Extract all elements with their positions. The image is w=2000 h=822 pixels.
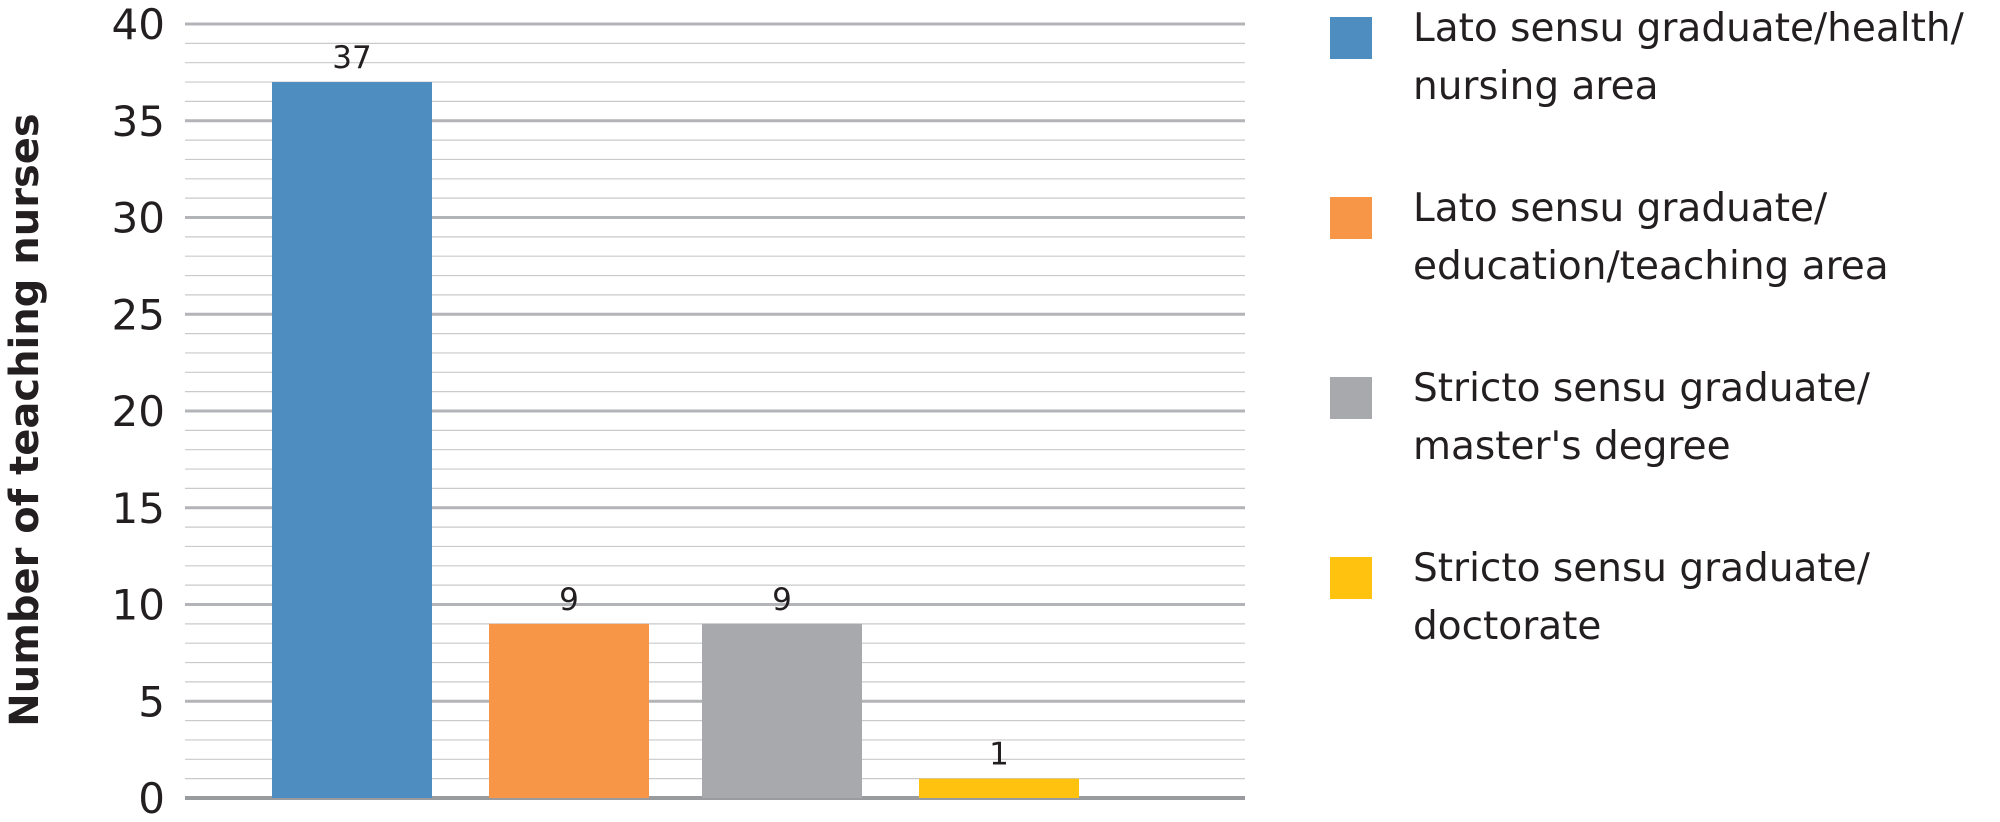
data-labels-group: 37 9 9 1 [332,40,1009,773]
bar [702,623,862,798]
legend-label-line: doctorate [1413,604,1602,649]
legend-swatch [1330,377,1372,419]
legend-label: Stricto sensu graduate/ master's degree [1413,360,1983,476]
bar-data-label: 9 [559,582,579,618]
bar [919,778,1079,798]
y-tick-label: 0 [138,774,165,818]
legend-swatch [1330,17,1372,59]
y-tick-label: 10 [112,581,165,630]
legend-label-line: Stricto sensu graduate/ [1413,366,1870,411]
legend-swatch [1330,557,1372,599]
legend-label: Lato sensu graduate/ education/teaching … [1413,180,1983,296]
y-tick-label: 40 [112,0,165,49]
y-axis-label: Number of teaching nurses [2,113,48,726]
y-tick-label: 25 [112,290,165,339]
bar [489,623,649,798]
y-axis-ticks: 0 5 10 15 20 25 30 35 40 [112,0,165,822]
bars-group [272,82,1079,799]
y-tick-label: 20 [112,387,165,436]
bar [272,82,432,799]
y-tick-label: 35 [112,97,165,146]
legend-label-line: education/teaching area [1413,244,1889,289]
legend-label-line: nursing area [1413,64,1659,109]
legend-label-line: master's degree [1413,424,1731,469]
bar-data-label: 9 [772,582,792,618]
y-tick-label: 15 [112,484,165,533]
y-tick-label: 30 [112,194,165,243]
legend-swatch [1330,197,1372,239]
bar-data-label: 37 [332,40,371,76]
bar-data-label: 1 [989,737,1009,773]
legend-label-line: Stricto sensu graduate/ [1413,546,1870,591]
legend-label: Lato sensu graduate/health/ nursing area [1413,0,1983,116]
y-tick-label: 5 [138,677,165,726]
legend-label-line: Lato sensu graduate/ [1413,186,1828,231]
legend-label-line: Lato sensu graduate/health/ [1413,6,1964,51]
legend-label: Stricto sensu graduate/ doctorate [1413,540,1983,656]
